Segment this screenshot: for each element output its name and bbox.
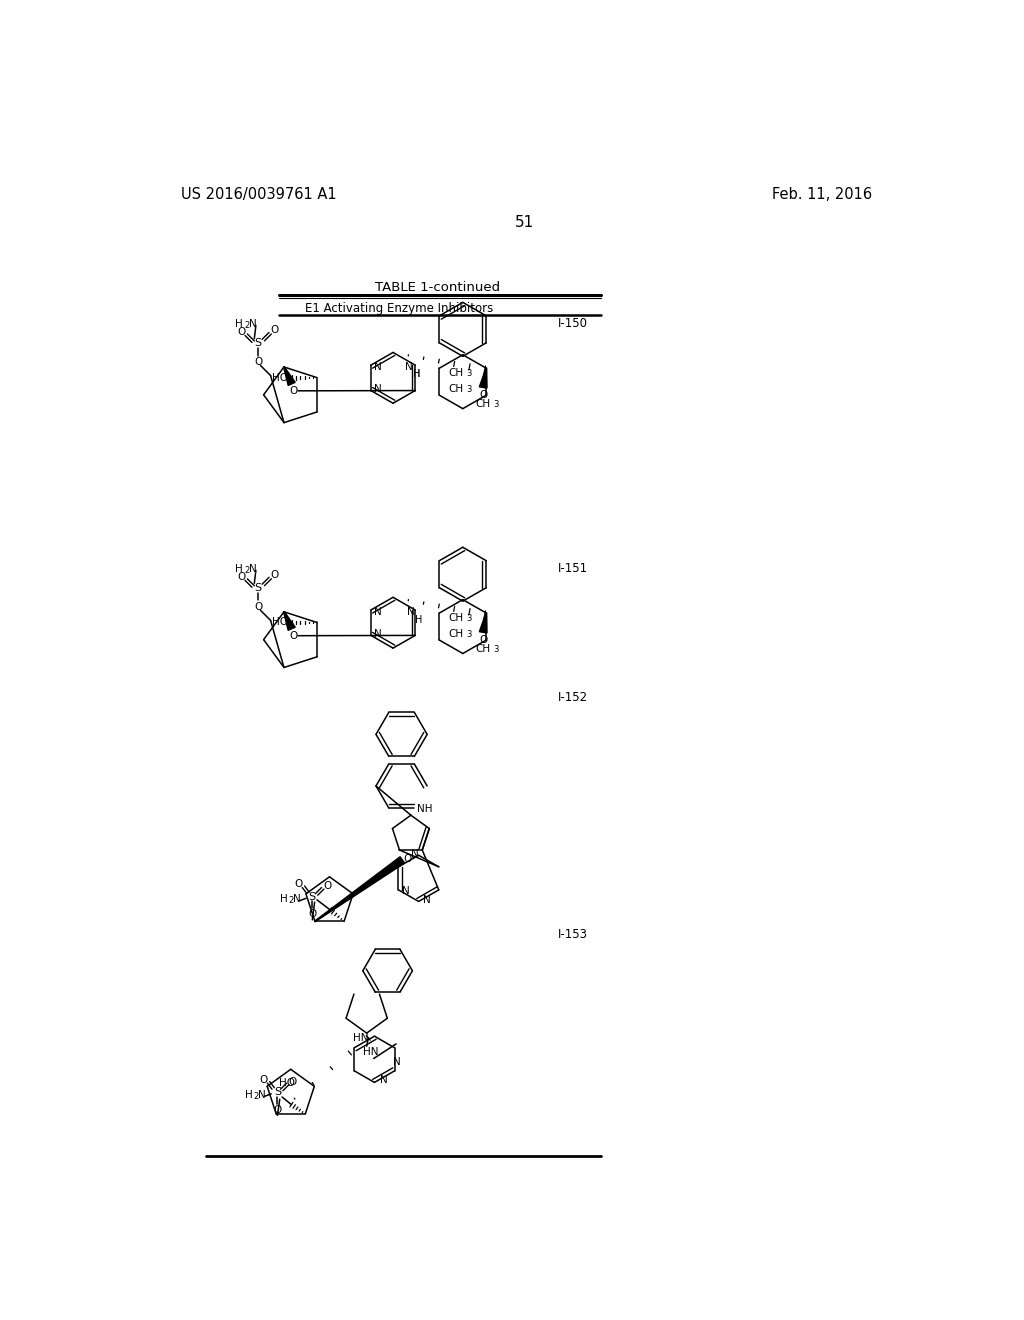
Text: CH: CH: [475, 400, 490, 409]
Text: US 2016/0039761 A1: US 2016/0039761 A1: [180, 187, 336, 202]
Text: O: O: [479, 391, 487, 400]
Text: N: N: [374, 362, 382, 372]
Text: N: N: [393, 1056, 400, 1067]
Text: O: O: [270, 570, 279, 579]
Text: E1 Activating Enzyme Inhibitors: E1 Activating Enzyme Inhibitors: [305, 302, 494, 315]
Text: 2: 2: [254, 1092, 259, 1101]
Text: O: O: [254, 602, 262, 611]
Text: O: O: [308, 909, 316, 920]
Text: N: N: [380, 1074, 388, 1085]
Text: CH: CH: [449, 628, 464, 639]
Text: CH: CH: [449, 368, 464, 378]
Text: N: N: [249, 564, 257, 574]
Text: O: O: [270, 325, 279, 335]
Text: O: O: [237, 573, 246, 582]
Text: N: N: [423, 895, 430, 906]
Text: I-150: I-150: [558, 317, 588, 330]
Text: S: S: [255, 583, 262, 593]
Text: H: H: [234, 564, 243, 574]
Text: N: N: [406, 362, 413, 372]
Text: O: O: [289, 631, 297, 640]
Text: CH: CH: [475, 644, 490, 655]
Text: N: N: [258, 1089, 266, 1100]
Text: O: O: [273, 1105, 282, 1115]
Text: N: N: [411, 849, 419, 859]
Text: 3: 3: [493, 400, 499, 409]
Text: O: O: [259, 1074, 267, 1085]
Text: O: O: [323, 880, 331, 891]
Text: I-152: I-152: [558, 690, 588, 704]
Text: 2: 2: [289, 896, 294, 906]
Text: S: S: [255, 338, 262, 348]
Text: I-151: I-151: [558, 562, 588, 576]
Text: NH: NH: [417, 804, 432, 814]
Text: H: H: [280, 894, 288, 904]
Text: 3: 3: [466, 614, 471, 623]
Text: 3: 3: [466, 370, 471, 378]
Text: H: H: [413, 370, 421, 379]
Text: H: H: [234, 319, 243, 329]
Polygon shape: [479, 368, 487, 388]
Text: 2: 2: [244, 566, 249, 574]
Text: CH: CH: [449, 612, 464, 623]
Text: O: O: [479, 635, 487, 645]
Text: 51: 51: [515, 215, 535, 230]
Text: N: N: [374, 628, 382, 639]
Text: CH: CH: [449, 384, 464, 393]
Polygon shape: [284, 611, 295, 631]
Text: O: O: [294, 879, 302, 890]
Text: O: O: [289, 385, 297, 396]
Text: O: O: [402, 854, 411, 865]
Polygon shape: [314, 857, 404, 921]
Polygon shape: [479, 612, 487, 634]
Text: S: S: [309, 892, 315, 902]
Text: HN: HN: [352, 1032, 369, 1043]
Text: O: O: [288, 1077, 296, 1086]
Text: N: N: [293, 894, 301, 904]
Text: 3: 3: [466, 630, 471, 639]
Text: O: O: [254, 356, 262, 367]
Text: O: O: [237, 327, 246, 338]
Text: HO: HO: [272, 618, 289, 627]
Text: I-153: I-153: [558, 928, 588, 941]
Text: HN: HN: [362, 1047, 378, 1057]
Text: H: H: [416, 615, 423, 624]
Text: N: N: [402, 887, 411, 896]
Text: N: N: [374, 384, 382, 393]
Text: TABLE 1-continued: TABLE 1-continued: [376, 281, 501, 294]
Text: Feb. 11, 2016: Feb. 11, 2016: [772, 187, 872, 202]
Text: H: H: [413, 370, 421, 379]
Text: 2: 2: [244, 321, 249, 330]
Text: S: S: [273, 1088, 281, 1097]
Text: 3: 3: [466, 385, 471, 395]
Text: N: N: [408, 607, 415, 618]
Text: N: N: [249, 319, 257, 329]
Text: 3: 3: [493, 644, 499, 653]
Text: H: H: [245, 1089, 253, 1100]
Text: HO: HO: [279, 1078, 295, 1088]
Text: HO: HO: [272, 372, 289, 383]
Text: N: N: [374, 607, 382, 616]
Polygon shape: [284, 367, 295, 385]
